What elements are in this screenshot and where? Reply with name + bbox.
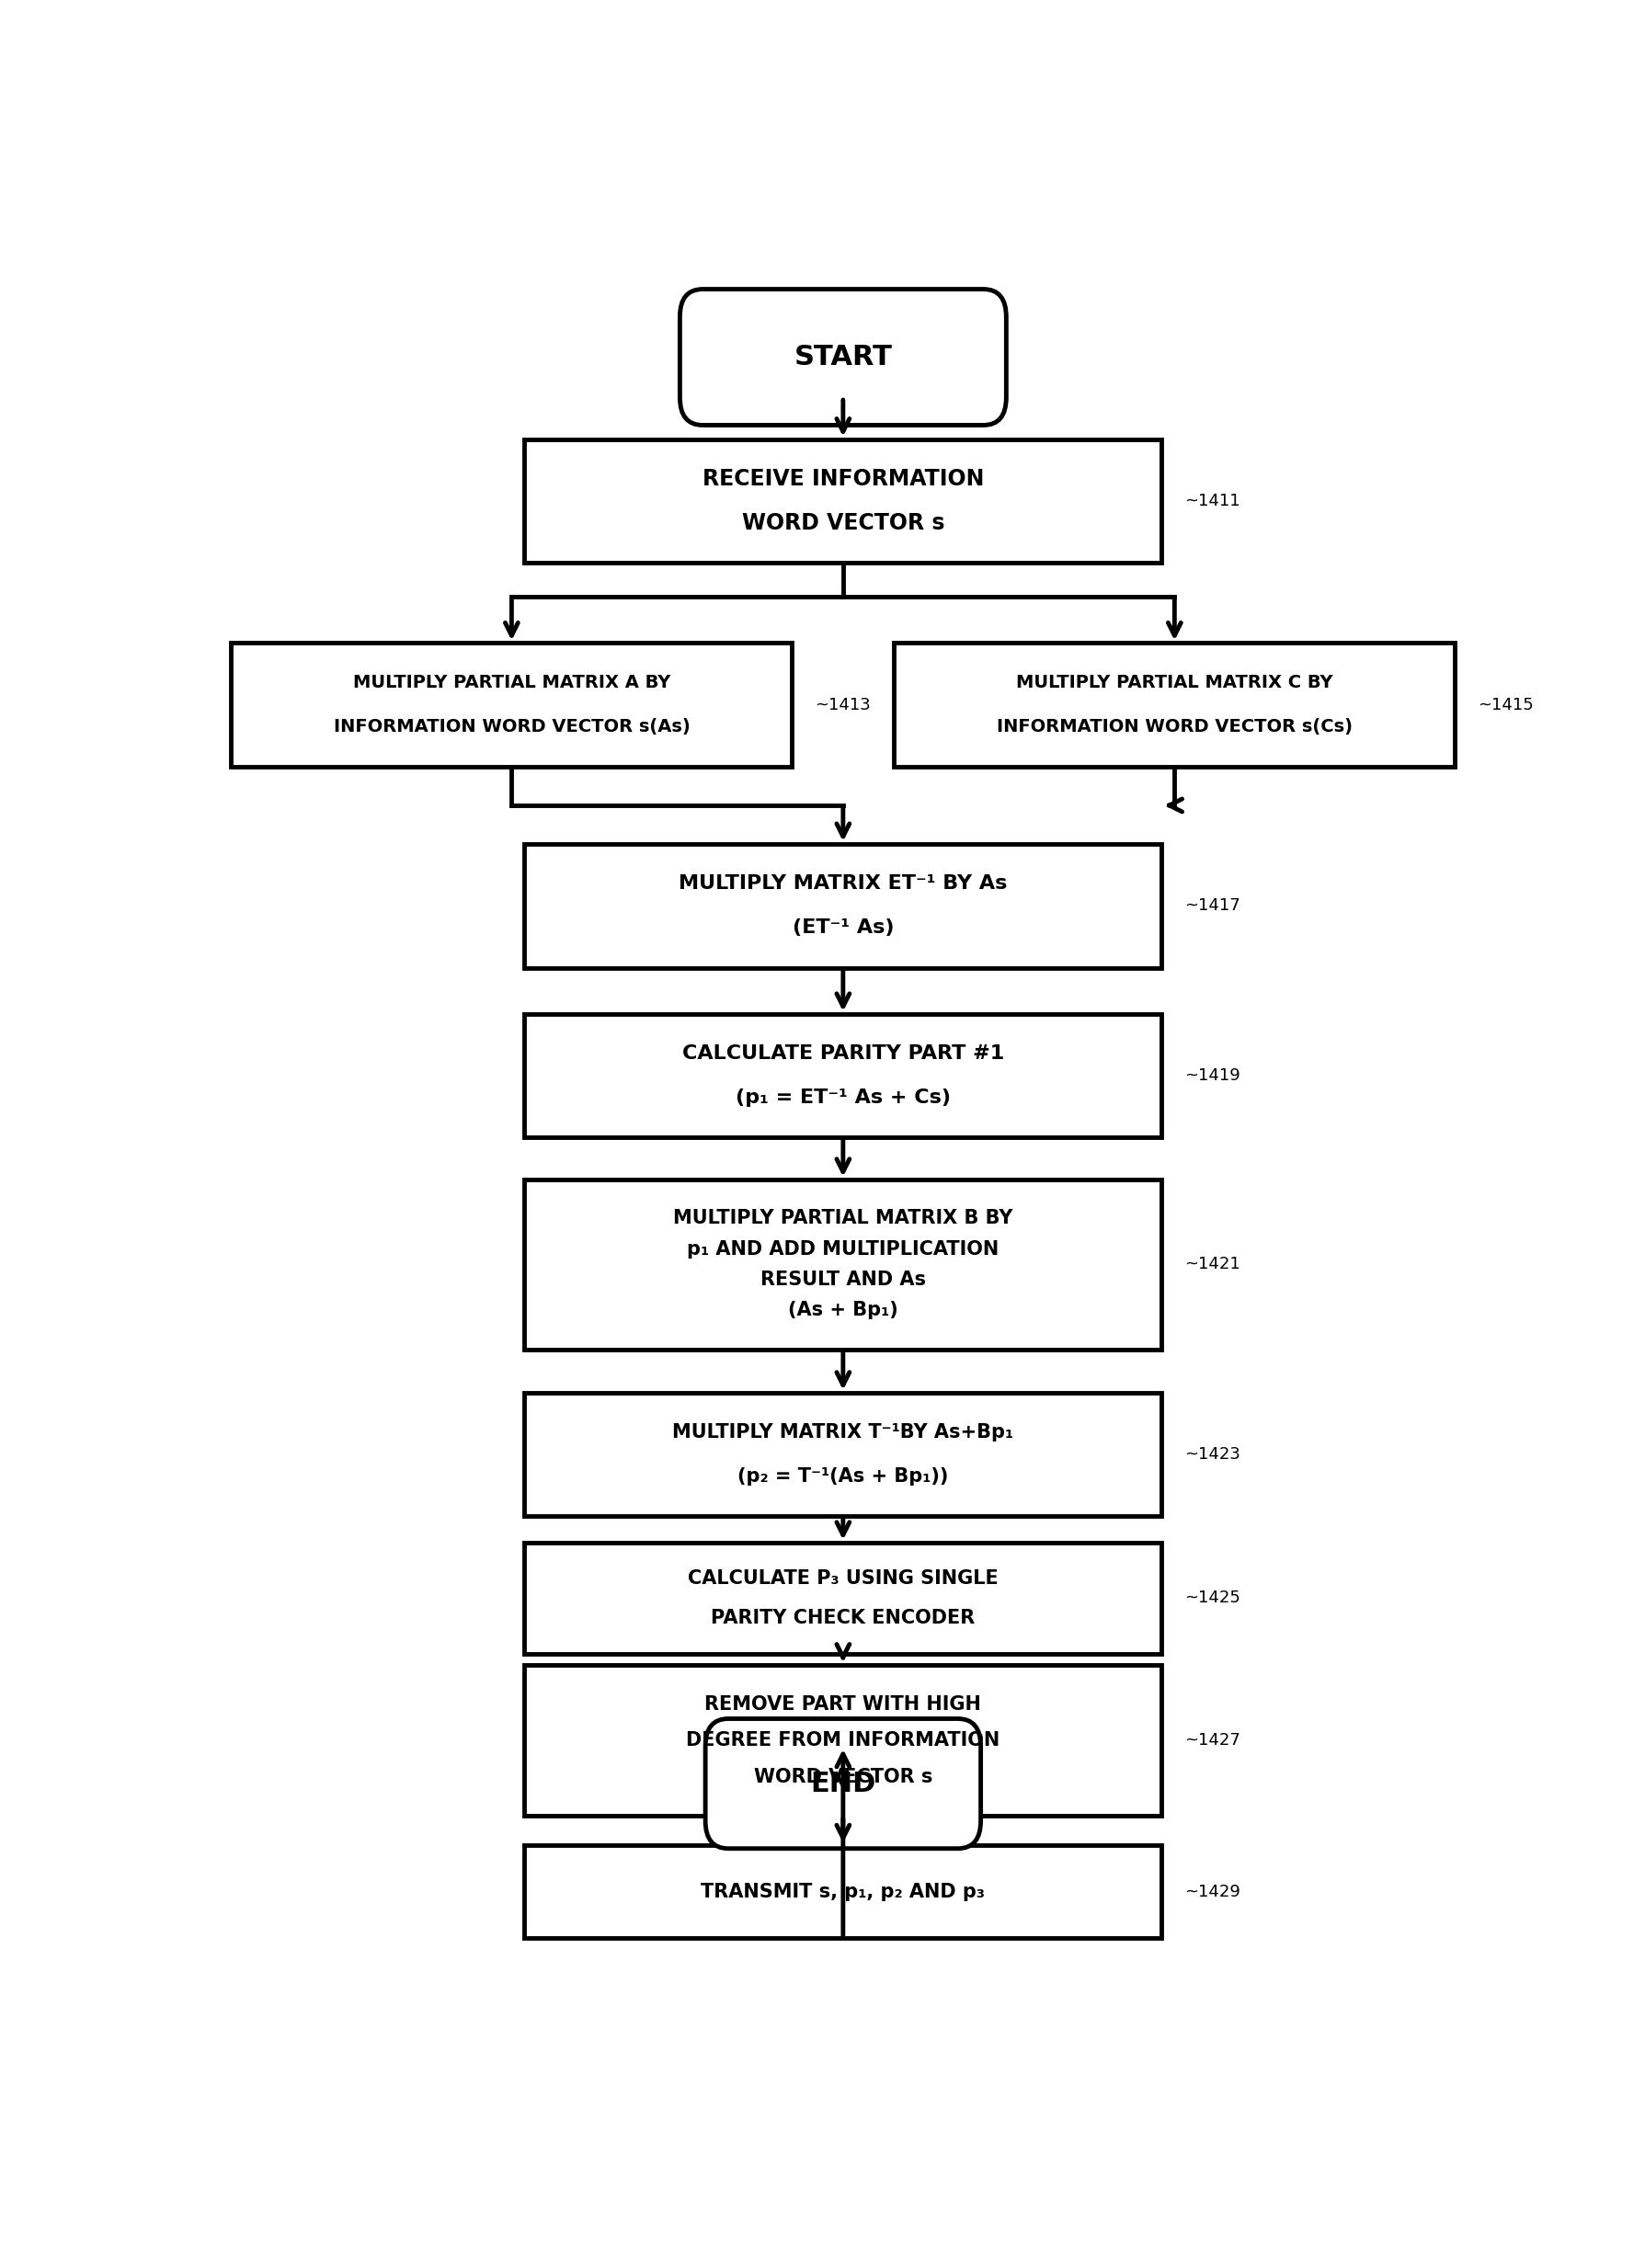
- Text: ~1429: ~1429: [1184, 1882, 1240, 1901]
- Text: END: END: [811, 1771, 875, 1796]
- Text: ~1415: ~1415: [1477, 696, 1533, 712]
- Text: DEGREE FROM INFORMATION: DEGREE FROM INFORMATION: [686, 1730, 1000, 1749]
- Bar: [525, 844, 1161, 968]
- Bar: [525, 1846, 1161, 1939]
- Text: MULTIPLY PARTIAL MATRIX C BY: MULTIPLY PARTIAL MATRIX C BY: [1017, 674, 1332, 692]
- FancyBboxPatch shape: [706, 1719, 980, 1848]
- Text: (As + Bp₁): (As + Bp₁): [788, 1302, 898, 1320]
- Text: TRANSMIT s, p₁, p₂ AND p₃: TRANSMIT s, p₁, p₂ AND p₃: [701, 1882, 985, 1901]
- Text: MULTIPLY PARTIAL MATRIX A BY: MULTIPLY PARTIAL MATRIX A BY: [352, 674, 671, 692]
- Text: ~1423: ~1423: [1184, 1447, 1240, 1463]
- Text: p₁ AND ADD MULTIPLICATION: p₁ AND ADD MULTIPLICATION: [688, 1241, 999, 1259]
- Text: REMOVE PART WITH HIGH: REMOVE PART WITH HIGH: [704, 1694, 982, 1712]
- Text: WORD VECTOR s: WORD VECTOR s: [753, 1767, 933, 1785]
- Text: ~1419: ~1419: [1184, 1068, 1240, 1084]
- Bar: [525, 1542, 1161, 1653]
- Bar: [525, 1665, 1161, 1817]
- Text: INFORMATION WORD VECTOR s(Cs): INFORMATION WORD VECTOR s(Cs): [997, 719, 1352, 735]
- Text: PARITY CHECK ENCODER: PARITY CHECK ENCODER: [711, 1608, 975, 1628]
- Text: ~1421: ~1421: [1184, 1256, 1240, 1272]
- Text: (p₂ = T⁻¹(As + Bp₁)): (p₂ = T⁻¹(As + Bp₁)): [737, 1467, 949, 1486]
- Text: ~1417: ~1417: [1184, 898, 1240, 914]
- Text: (ET⁻¹ As): (ET⁻¹ As): [793, 919, 893, 937]
- Text: MULTIPLY MATRIX T⁻¹BY As+Bp₁: MULTIPLY MATRIX T⁻¹BY As+Bp₁: [673, 1422, 1013, 1442]
- Bar: [525, 1393, 1161, 1517]
- Text: START: START: [795, 345, 892, 370]
- Bar: [525, 1179, 1161, 1349]
- FancyBboxPatch shape: [679, 288, 1007, 424]
- Text: RECEIVE INFORMATION: RECEIVE INFORMATION: [702, 467, 984, 490]
- Text: (p₁ = ET⁻¹ As + Cs): (p₁ = ET⁻¹ As + Cs): [735, 1089, 951, 1107]
- Text: CALCULATE P₃ USING SINGLE: CALCULATE P₃ USING SINGLE: [688, 1569, 999, 1588]
- Text: MULTIPLY PARTIAL MATRIX B BY: MULTIPLY PARTIAL MATRIX B BY: [673, 1209, 1013, 1227]
- Text: MULTIPLY MATRIX ET⁻¹ BY As: MULTIPLY MATRIX ET⁻¹ BY As: [679, 875, 1007, 894]
- Text: ~1411: ~1411: [1184, 492, 1240, 508]
- Bar: [525, 440, 1161, 562]
- Text: INFORMATION WORD VECTOR s(As): INFORMATION WORD VECTOR s(As): [334, 719, 689, 735]
- Text: CALCULATE PARITY PART #1: CALCULATE PARITY PART #1: [683, 1043, 1003, 1064]
- Text: ~1425: ~1425: [1184, 1590, 1240, 1606]
- Bar: [230, 644, 791, 767]
- Bar: [895, 644, 1456, 767]
- Bar: [525, 1014, 1161, 1139]
- Text: ~1413: ~1413: [814, 696, 870, 712]
- Text: WORD VECTOR s: WORD VECTOR s: [742, 513, 944, 535]
- Text: RESULT AND As: RESULT AND As: [760, 1270, 926, 1288]
- Text: ~1427: ~1427: [1184, 1733, 1240, 1749]
